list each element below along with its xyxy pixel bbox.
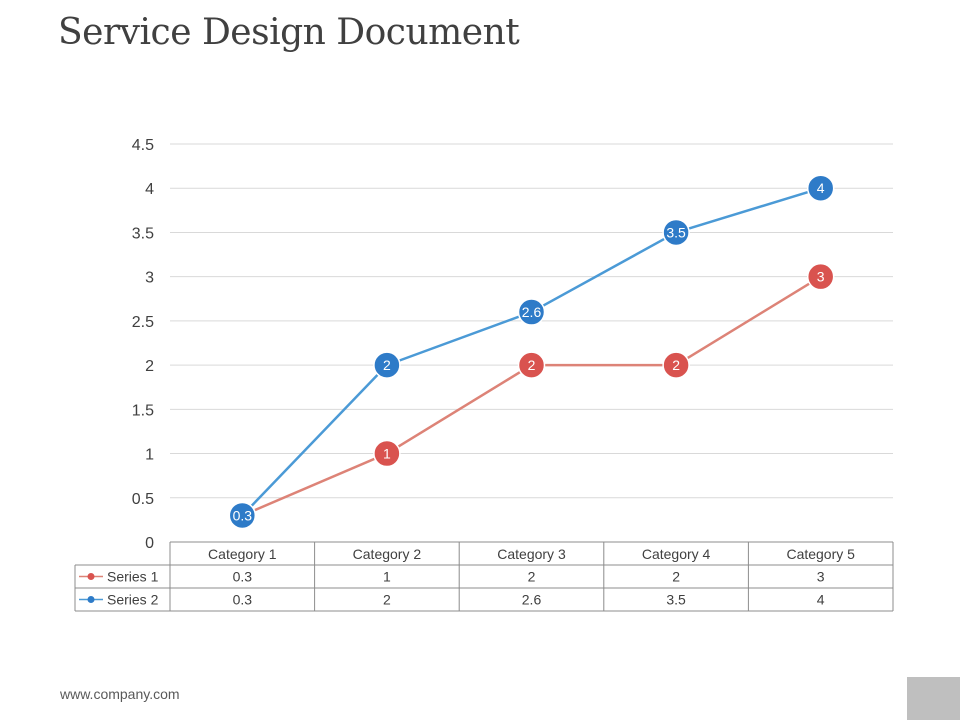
data-label: 4 <box>817 180 825 196</box>
y-tick-label: 2 <box>145 358 154 375</box>
y-tick-label: 3 <box>145 270 154 287</box>
data-point <box>662 218 690 247</box>
y-tick-label: 4.5 <box>132 137 154 154</box>
y-tick-label: 2.5 <box>132 314 154 331</box>
data-table: Category 1 Category 2 Category 3 Category 4… <box>74 541 894 612</box>
category-label: Category 2 <box>353 546 422 562</box>
legend-series-name: Series 1 <box>107 569 159 585</box>
table-cell-value: 2 <box>528 569 536 585</box>
table-cell-value: 3.5 <box>666 592 686 608</box>
y-tick-label: 1 <box>145 447 154 464</box>
table-cell-value: 3 <box>817 569 825 585</box>
y-tick-label: 4 <box>145 181 154 198</box>
table-cell-value: 4 <box>817 592 825 608</box>
category-label: Category 1 <box>208 546 277 562</box>
footer-url: www.company.com <box>60 686 180 702</box>
data-point <box>228 501 257 530</box>
data-label: 2.6 <box>522 304 542 320</box>
data-point <box>806 174 835 202</box>
data-label: 1 <box>383 446 391 462</box>
table-cell-value: 1 <box>383 569 391 585</box>
table-cell-value: 0.3 <box>233 592 253 608</box>
y-tick-label: 0 <box>145 535 154 552</box>
legend-series-name: Series 2 <box>107 592 159 608</box>
data-point <box>373 351 401 379</box>
legend-key-marker <box>87 573 95 580</box>
category-label: Category 4 <box>642 546 711 562</box>
data-label: 2 <box>672 357 680 373</box>
data-label: 2 <box>383 357 391 373</box>
y-tick-label: 1.5 <box>132 402 154 419</box>
data-point <box>373 439 401 468</box>
data-label: 2 <box>528 357 536 373</box>
y-tick-label: 3.5 <box>132 225 154 242</box>
chart-data-points: 0.312230.322.63.54 <box>228 174 835 530</box>
data-label: 3 <box>817 269 825 285</box>
table-cell-value: 2 <box>383 592 391 608</box>
table-cell-value: 2.6 <box>522 592 542 608</box>
category-label: Category 5 <box>786 546 855 562</box>
table-cell-value: 2 <box>672 569 680 585</box>
data-label: 3.5 <box>666 224 686 240</box>
data-point <box>517 298 546 326</box>
table-cell-value: 0.3 <box>233 569 253 585</box>
legend-key-marker <box>87 596 95 603</box>
data-point <box>517 351 546 379</box>
page-title: Service Design Document <box>58 12 520 53</box>
data-point <box>662 351 690 379</box>
data-label: 0.3 <box>233 507 253 523</box>
chart-gridlines <box>170 143 893 499</box>
y-axis-ticks: 0 0.5 1 1.5 2 2.5 3 3.5 4 4.5 <box>132 137 154 552</box>
y-tick-label: 0.5 <box>132 491 154 508</box>
corner-block <box>907 677 960 720</box>
category-label: Category 3 <box>497 546 566 562</box>
data-point <box>806 262 835 291</box>
